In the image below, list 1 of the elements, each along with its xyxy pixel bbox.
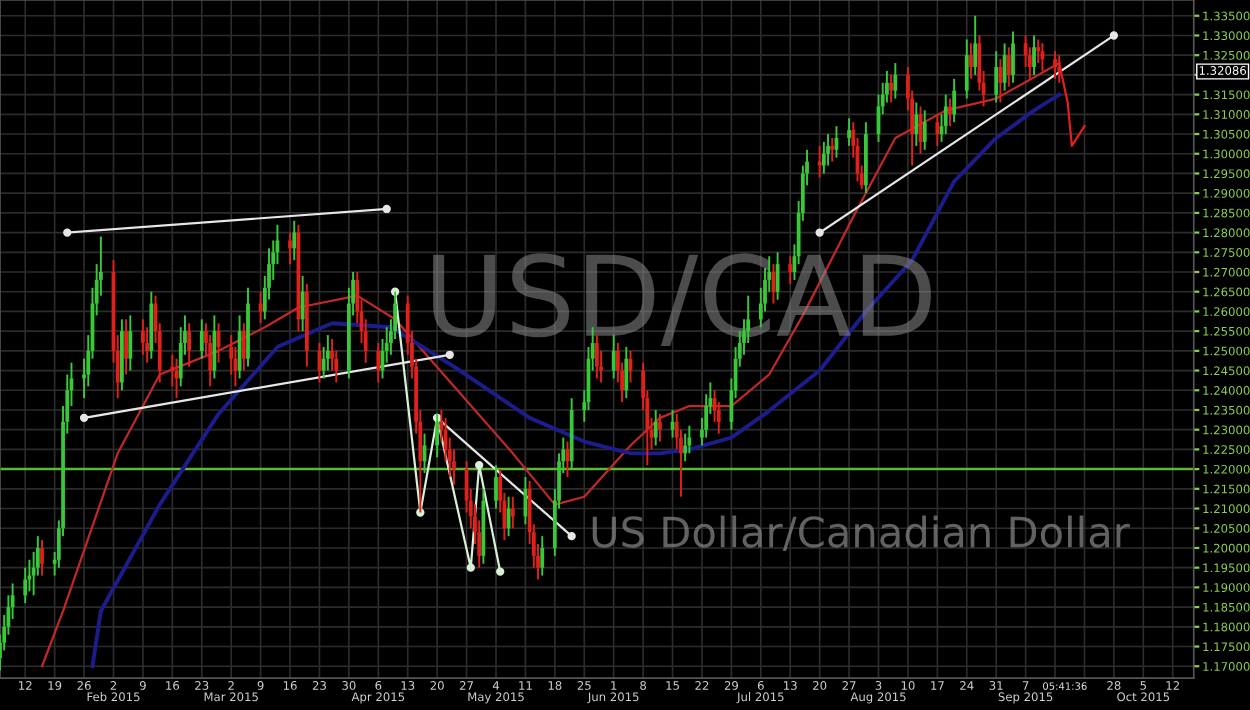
- annotation: US Dollar/Canadian Dollar: [592, 515, 1130, 552]
